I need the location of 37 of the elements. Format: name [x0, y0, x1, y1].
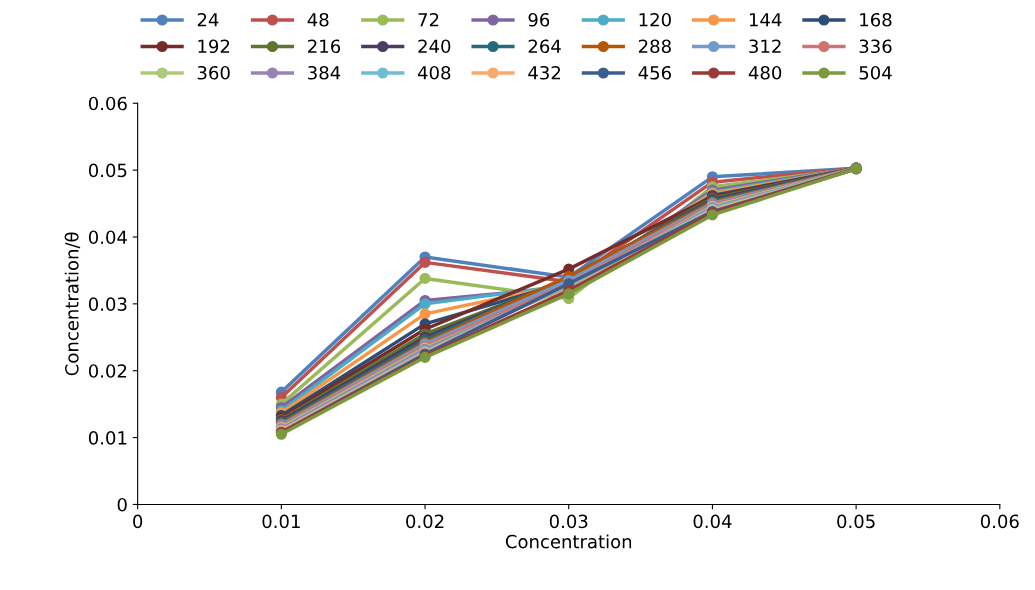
legend-label: 456: [638, 65, 671, 80]
y-tick-label: 0.04: [88, 230, 127, 245]
y-tick-label: 0.02: [88, 364, 127, 378]
x-tick-label: 0.01: [262, 514, 300, 529]
x-tick-label: 0.06: [980, 514, 1019, 529]
legend-label: 120: [639, 12, 671, 27]
legend-label: 312: [749, 39, 781, 54]
y-tick-label: 0: [117, 497, 127, 512]
x-tick-label: 0: [133, 514, 143, 529]
legend-label: 216: [308, 39, 341, 54]
legend-label: 264: [528, 39, 561, 54]
y-tick-label: 0.03: [88, 297, 127, 311]
legend-label: 96: [528, 12, 550, 27]
y-tick-label: 0.06: [88, 96, 127, 111]
legend-label: 504: [859, 65, 892, 80]
legend-label: 288: [638, 39, 671, 54]
x-tick-label: 0.02: [406, 514, 444, 529]
y-tick-label: 0.05: [88, 163, 127, 178]
legend-label: 24: [197, 12, 219, 27]
legend-label: 384: [308, 65, 341, 80]
legend-label: 408: [417, 65, 451, 80]
y-axis-title: Concentration/θ: [64, 232, 81, 376]
x-tick-label: 0.04: [693, 514, 732, 529]
legend-label: 240: [418, 39, 451, 54]
legend-label: 48: [307, 12, 329, 27]
x-axis-title: Concentration: [505, 534, 632, 549]
legend-label: 192: [198, 39, 230, 54]
legend-label: 168: [860, 12, 892, 27]
legend-label: 336: [859, 39, 892, 54]
legend-label: 480: [748, 65, 782, 80]
legend-label: 360: [197, 65, 230, 80]
legend-label: 72: [418, 12, 439, 27]
legend-label: 432: [528, 65, 561, 80]
x-tick-label: 0.03: [549, 514, 588, 529]
y-tick-label: 0.01: [88, 431, 127, 445]
legend-label: 144: [749, 13, 782, 27]
x-tick-label: 0.05: [837, 514, 875, 529]
